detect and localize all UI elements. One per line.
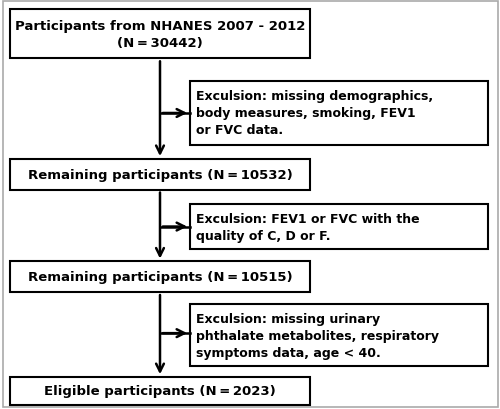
Text: Participants from NHANES 2007 - 2012
(N = 30442): Participants from NHANES 2007 - 2012 (N … (15, 20, 305, 50)
FancyBboxPatch shape (190, 305, 488, 366)
Text: Exculsion: missing demographics,
body measures, smoking, FEV1
or FVC data.: Exculsion: missing demographics, body me… (196, 90, 433, 137)
Text: Exculsion: FEV1 or FVC with the
quality of C, D or F.: Exculsion: FEV1 or FVC with the quality … (196, 212, 420, 242)
Text: Remaining participants (N = 10515): Remaining participants (N = 10515) (28, 271, 292, 283)
Text: Exculsion: missing urinary
phthalate metabolites, respiratory
symptoms data, age: Exculsion: missing urinary phthalate met… (196, 312, 439, 359)
Text: Eligible participants (N = 2023): Eligible participants (N = 2023) (44, 384, 276, 398)
FancyBboxPatch shape (10, 10, 310, 59)
Text: Remaining participants (N = 10532): Remaining participants (N = 10532) (28, 169, 292, 181)
FancyBboxPatch shape (190, 204, 488, 249)
FancyBboxPatch shape (10, 160, 310, 190)
FancyBboxPatch shape (10, 377, 310, 405)
FancyBboxPatch shape (190, 82, 488, 145)
FancyBboxPatch shape (10, 262, 310, 292)
